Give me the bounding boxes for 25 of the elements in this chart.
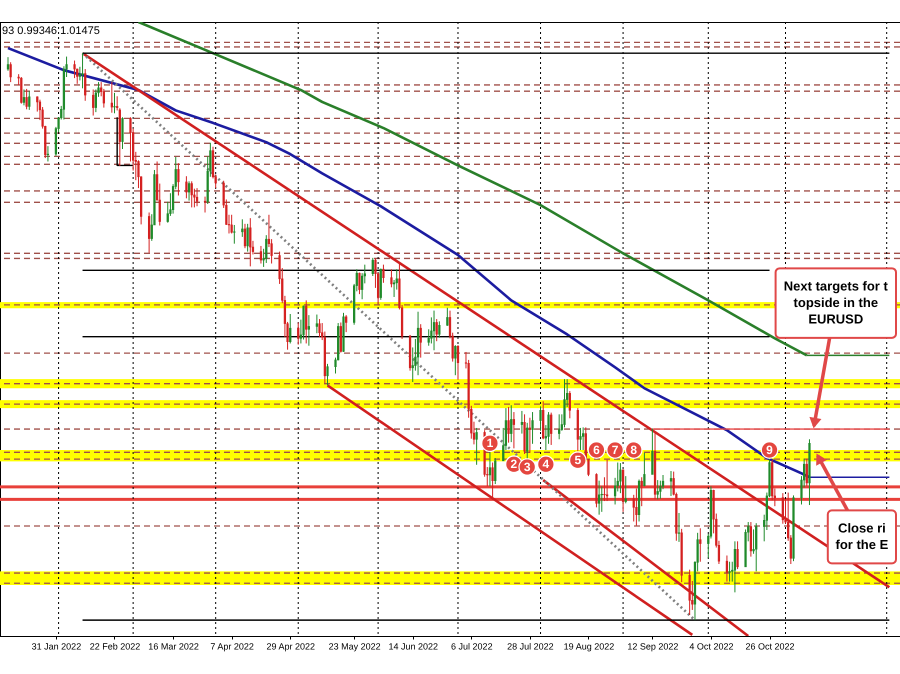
x-tick-label: 26 Oct 2022	[746, 642, 795, 652]
x-tick-label: 29 Apr 2022	[266, 642, 316, 652]
x-tick-label: 28 Jul 2022	[507, 642, 554, 652]
x-tick-label: 31 Jan 2022	[32, 642, 82, 652]
annotation: 9	[766, 443, 774, 458]
x-tick-label: 19 Aug 2022	[564, 642, 614, 652]
x-tick-label: 14 Jun 2022	[388, 642, 438, 652]
annotation: 2	[510, 457, 518, 472]
x-tick-label: 23 May 2022	[328, 642, 381, 652]
annotation: 5	[574, 453, 582, 468]
x-tick-label: 6 Jul 2022	[451, 642, 493, 652]
x-tick-label: 12 Sep 2022	[627, 642, 678, 652]
x-tick-label: 22 Feb 2022	[90, 642, 140, 652]
x-tick-label: 7 Apr 2022	[210, 642, 254, 652]
x-tick-label: 16 Mar 2022	[148, 642, 199, 652]
annotation: 8	[630, 443, 638, 458]
annotation: Close ri for the E	[836, 520, 889, 552]
text: 93 0.99346 1.01475	[2, 25, 100, 37]
annotation: 4	[542, 457, 550, 472]
annotation: 7	[612, 443, 619, 458]
annotation: 1	[486, 436, 494, 450]
annotation: Next targets for t topside in the EURUSD	[784, 278, 888, 327]
annotation: 6	[593, 443, 600, 458]
annotation: 3	[524, 460, 531, 474]
x-tick-label: 4 Oct 2022	[689, 642, 734, 652]
